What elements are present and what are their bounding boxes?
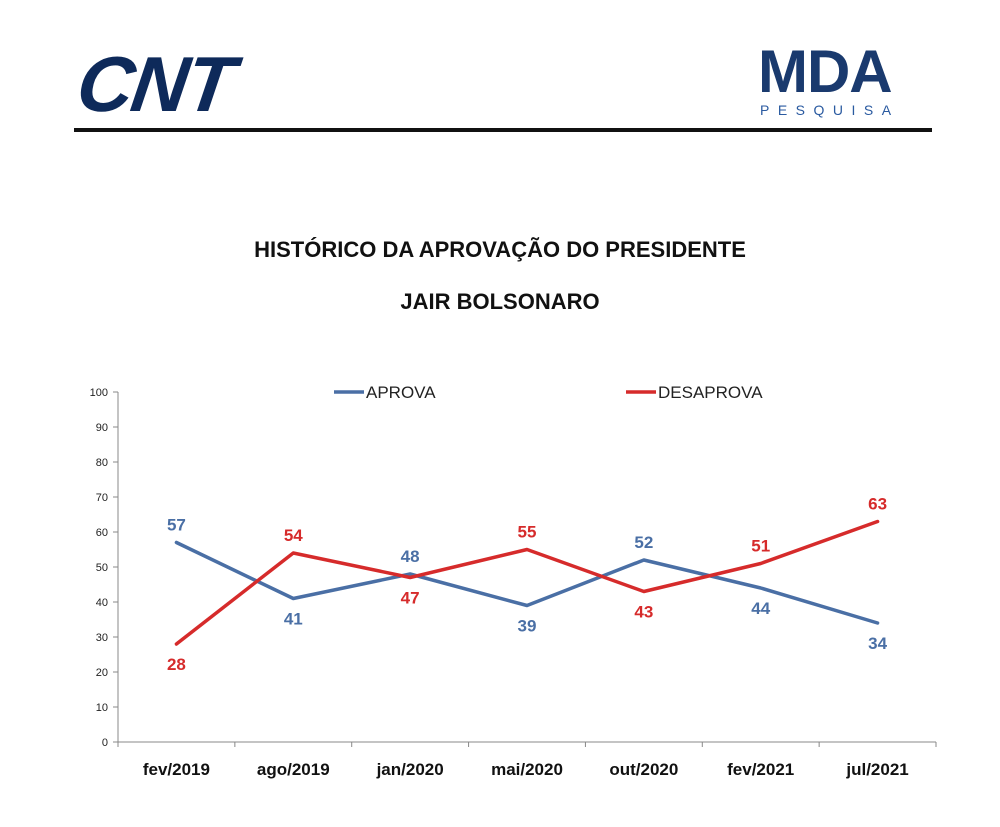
x-tick-label: jul/2021 xyxy=(845,760,908,779)
legend-label-aprova: APROVA xyxy=(366,383,436,402)
x-tick-label: ago/2019 xyxy=(257,760,330,779)
y-tick-label: 70 xyxy=(96,492,108,504)
data-label-desaprova: 51 xyxy=(751,537,770,556)
x-tick-label: fev/2021 xyxy=(727,760,794,779)
x-tick-label: out/2020 xyxy=(609,760,678,779)
report-header: CNT MDA PESQUISA xyxy=(0,0,1000,140)
chart-title: HISTÓRICO DA APROVAÇÃO DO PRESIDENTE xyxy=(254,237,746,262)
series-line-desaprova xyxy=(174,519,880,646)
x-tick-label: fev/2019 xyxy=(143,760,210,779)
mda-logo-text: MDA xyxy=(758,38,893,105)
x-tick-label: mai/2020 xyxy=(491,760,563,779)
y-tick-label: 100 xyxy=(90,387,108,399)
series-line-aprova xyxy=(174,540,880,625)
data-label-desaprova: 43 xyxy=(634,603,653,622)
mda-pesquisa-logo: MDA PESQUISA xyxy=(758,42,918,122)
data-label-aprova: 57 xyxy=(167,516,186,535)
y-tick-label: 0 xyxy=(102,737,108,749)
y-tick-label: 20 xyxy=(96,667,108,679)
data-label-aprova: 34 xyxy=(868,634,887,653)
y-tick-label: 10 xyxy=(96,702,108,714)
data-label-aprova: 41 xyxy=(284,610,303,629)
y-tick-label: 80 xyxy=(96,457,108,469)
y-tick-label: 60 xyxy=(96,527,108,539)
data-label-desaprova: 55 xyxy=(518,523,537,542)
data-label-aprova: 44 xyxy=(751,599,770,618)
data-label-desaprova: 28 xyxy=(167,655,186,674)
data-label-aprova: 39 xyxy=(518,617,537,636)
data-label-aprova: 52 xyxy=(634,533,653,552)
x-tick-label: jan/2020 xyxy=(376,760,444,779)
y-tick-label: 40 xyxy=(96,597,108,609)
legend-label-desaprova: DESAPROVA xyxy=(658,383,763,402)
data-label-desaprova: 54 xyxy=(284,526,303,545)
y-tick-label: 30 xyxy=(96,632,108,644)
header-divider xyxy=(74,128,932,132)
mda-logo-subtext: PESQUISA xyxy=(760,102,900,118)
y-tick-label: 50 xyxy=(96,562,108,574)
data-label-desaprova: 63 xyxy=(868,495,887,514)
chart-subtitle: JAIR BOLSONARO xyxy=(400,289,600,314)
y-tick-label: 90 xyxy=(96,422,108,434)
data-label-desaprova: 47 xyxy=(401,589,420,608)
data-label-aprova: 48 xyxy=(401,547,420,566)
